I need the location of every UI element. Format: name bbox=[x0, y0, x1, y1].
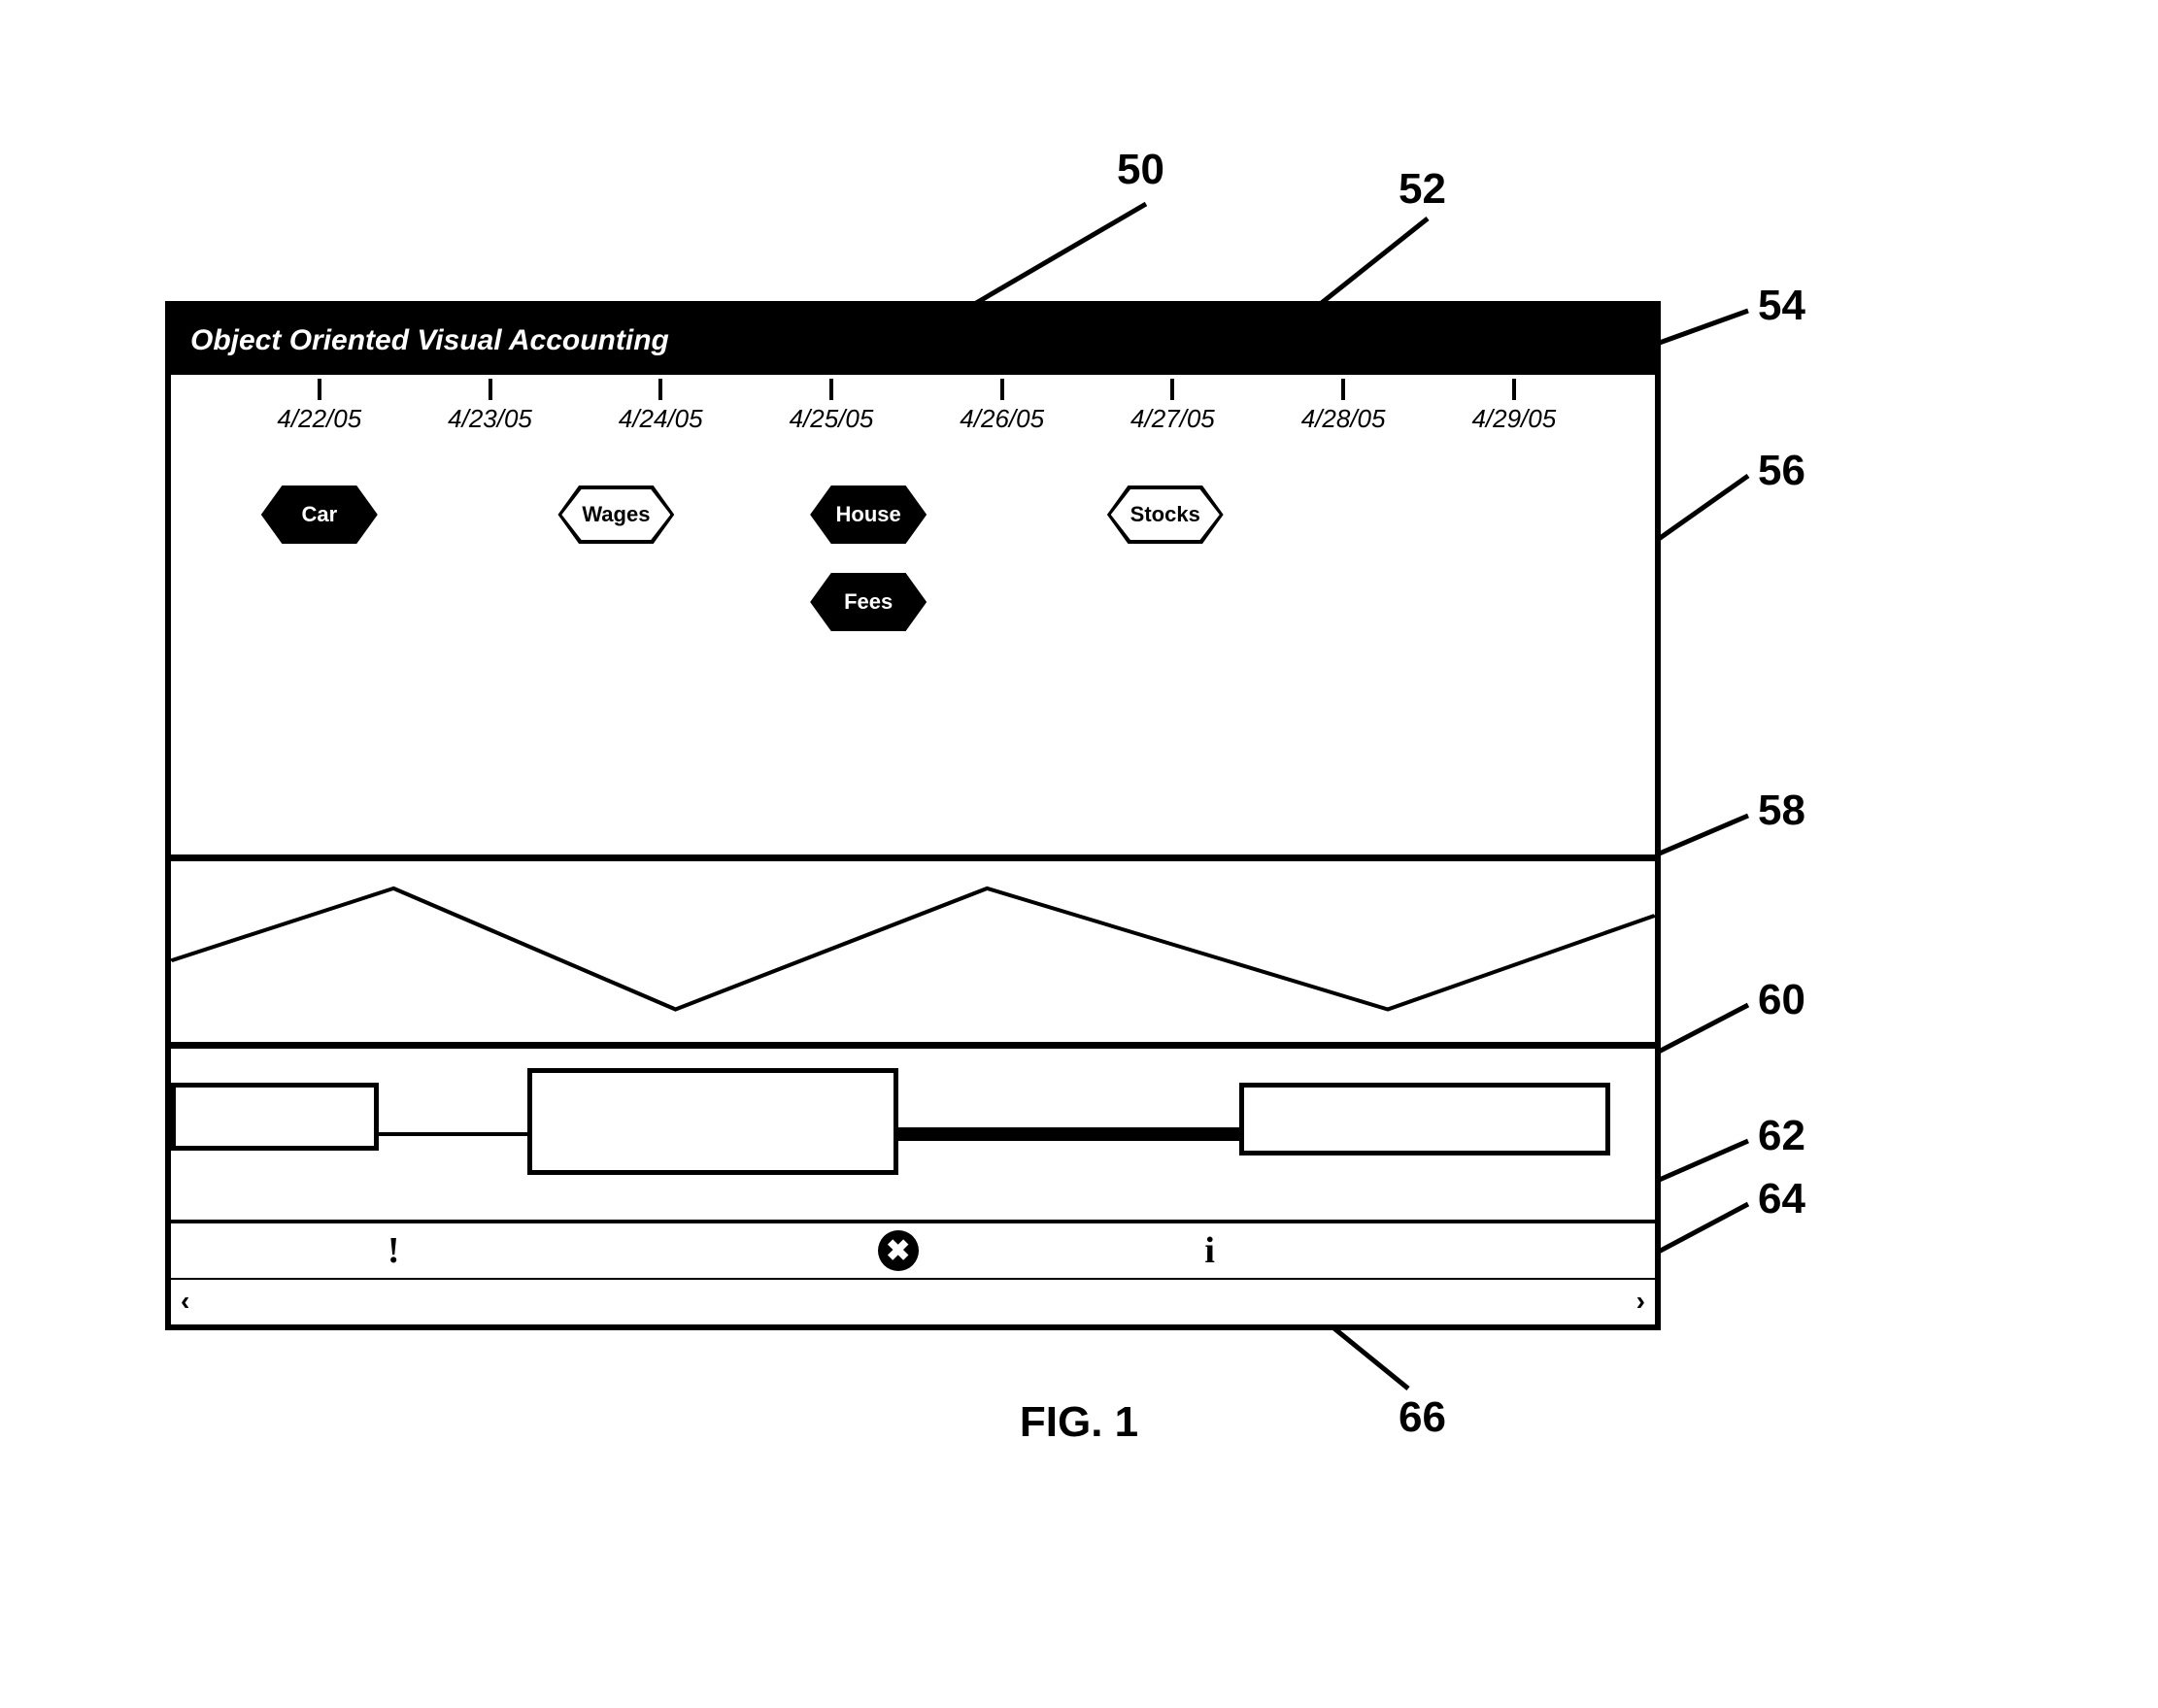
callout-number: 56 bbox=[1758, 447, 1805, 495]
entity-canvas[interactable]: Car Wages House Stocks Fees bbox=[171, 466, 1655, 854]
entity-label: Car bbox=[301, 502, 337, 527]
line-chart-panel bbox=[171, 854, 1655, 1049]
candle-connector bbox=[898, 1127, 1239, 1141]
timeline-date-label: 4/25/05 bbox=[790, 404, 874, 434]
candlestick-panel bbox=[171, 1049, 1655, 1223]
window-title: Object Oriented Visual Accounting bbox=[190, 324, 669, 357]
scroll-right-arrow-icon[interactable]: › bbox=[1636, 1286, 1645, 1317]
line-chart-series bbox=[171, 888, 1655, 1010]
window-titlebar: Object Oriented Visual Accounting bbox=[171, 307, 1655, 375]
entity-label: House bbox=[836, 502, 901, 527]
callout-number: 62 bbox=[1758, 1112, 1805, 1160]
callout-number: 64 bbox=[1758, 1175, 1805, 1223]
timeline-date-label: 4/24/05 bbox=[619, 404, 703, 434]
alert-row: ! ✖ i bbox=[171, 1223, 1655, 1280]
candle-box bbox=[527, 1068, 898, 1175]
callout-number: 50 bbox=[1117, 146, 1164, 194]
callout-number: 58 bbox=[1758, 787, 1805, 835]
entity-hex-stocks[interactable]: Stocks bbox=[1107, 486, 1224, 544]
entity-hex-car[interactable]: Car bbox=[261, 486, 378, 544]
exclamation-icon[interactable]: ! bbox=[388, 1229, 400, 1272]
callout-number: 54 bbox=[1758, 282, 1805, 330]
entity-hex-house[interactable]: House bbox=[810, 486, 927, 544]
callout-number: 66 bbox=[1399, 1393, 1446, 1442]
timeline-date-label: 4/22/05 bbox=[277, 404, 361, 434]
timeline-date-label: 4/23/05 bbox=[448, 404, 532, 434]
candle-connector bbox=[379, 1132, 527, 1136]
entity-label: Fees bbox=[844, 589, 893, 615]
figure-caption: FIG. 1 bbox=[1020, 1398, 1138, 1447]
scroll-left-arrow-icon[interactable]: ‹ bbox=[181, 1286, 189, 1317]
timeline-date-label: 4/29/05 bbox=[1471, 404, 1556, 434]
candle-box bbox=[1239, 1083, 1610, 1155]
close-circle-icon[interactable]: ✖ bbox=[878, 1230, 919, 1271]
timeline-date-label: 4/28/05 bbox=[1301, 404, 1386, 434]
entity-hex-wages[interactable]: Wages bbox=[557, 486, 674, 544]
app-window: Object Oriented Visual Accounting 4/22/0… bbox=[165, 301, 1661, 1330]
entity-label: Wages bbox=[582, 502, 650, 527]
callout-leader bbox=[971, 204, 1146, 306]
callout-number: 52 bbox=[1399, 165, 1446, 214]
horizontal-scrollbar[interactable]: ‹ › bbox=[171, 1280, 1655, 1323]
entity-label: Stocks bbox=[1130, 502, 1200, 527]
info-icon[interactable]: i bbox=[1204, 1229, 1215, 1272]
timeline-date-label: 4/26/05 bbox=[960, 404, 1044, 434]
entity-hex-fees[interactable]: Fees bbox=[810, 573, 927, 631]
callout-number: 60 bbox=[1758, 976, 1805, 1024]
timeline-ruler: 4/22/05 4/23/05 4/24/05 4/25/05 4/26/05 4/27/… bbox=[171, 379, 1655, 466]
timeline-date-label: 4/27/05 bbox=[1130, 404, 1215, 434]
candle-box bbox=[171, 1083, 379, 1151]
